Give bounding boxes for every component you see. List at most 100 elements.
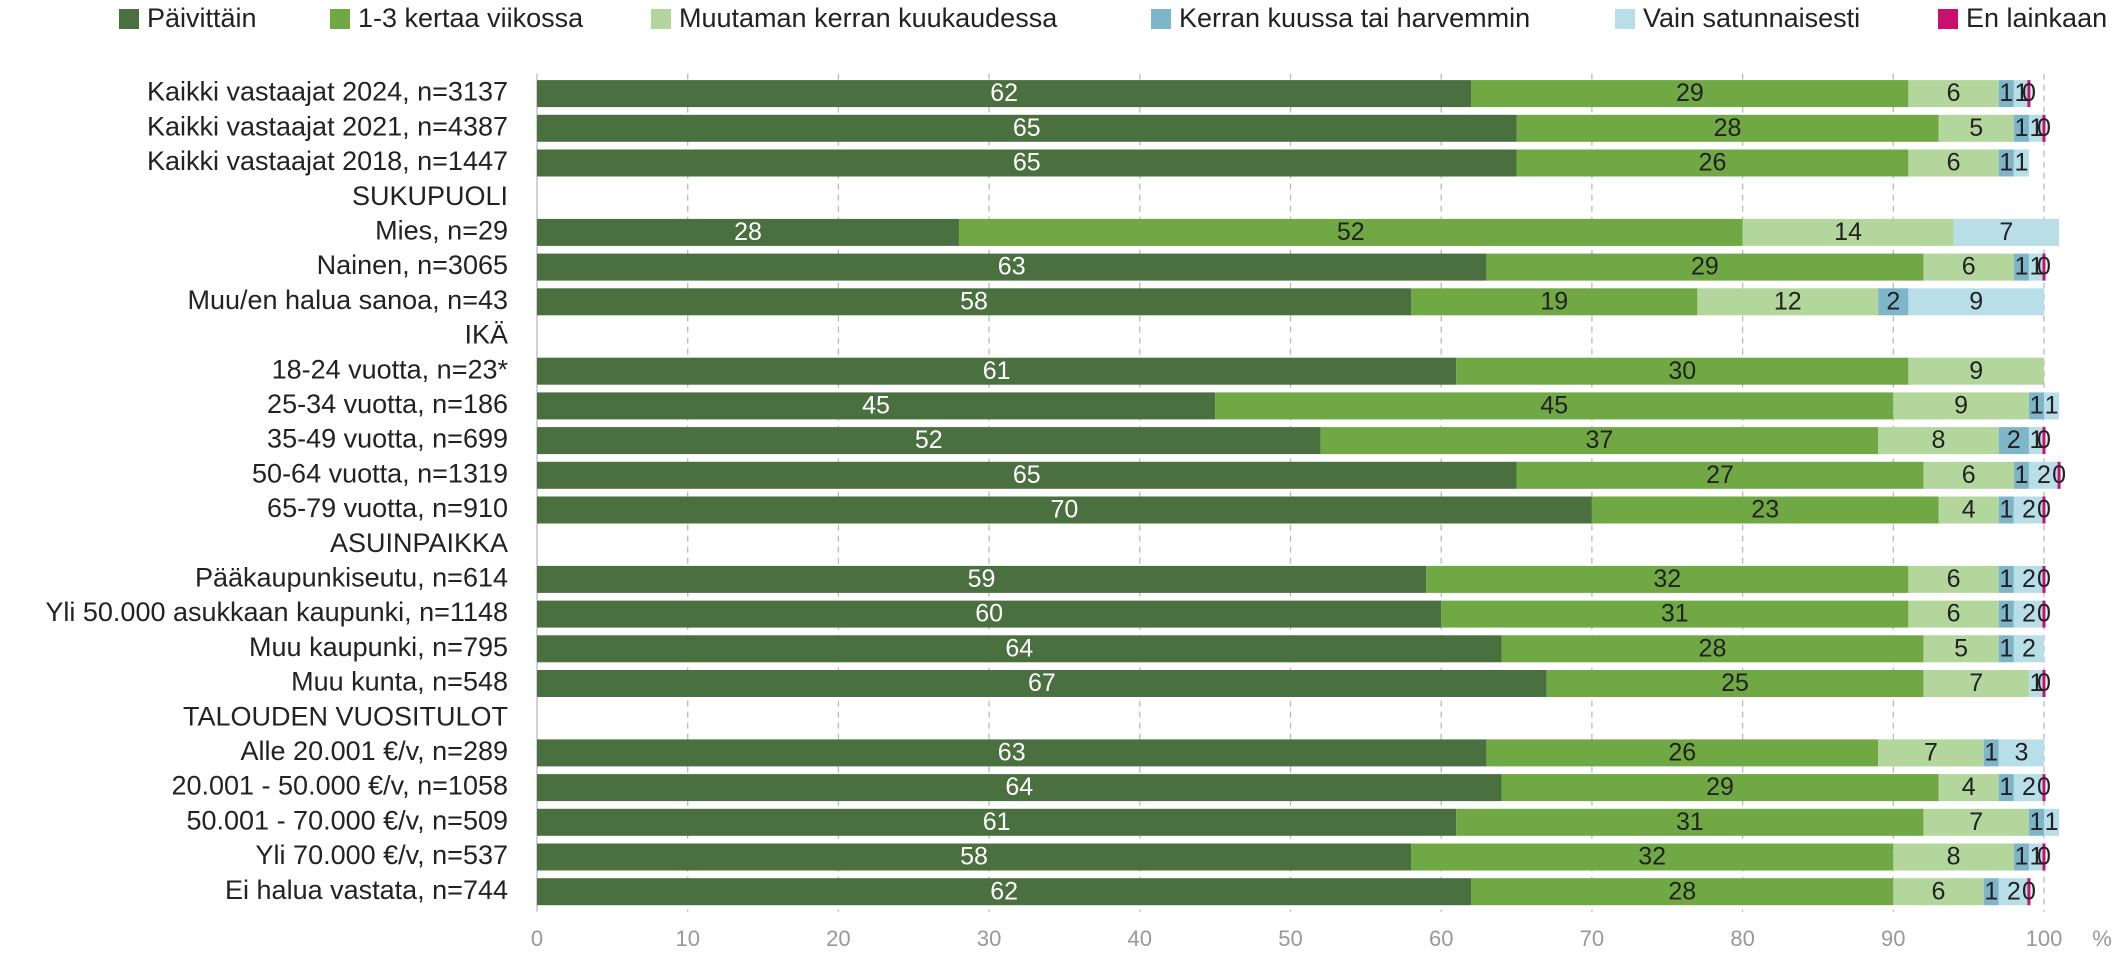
bar-segment <box>1893 843 2014 871</box>
bar-segment <box>1998 80 2014 108</box>
data-label: 52 <box>915 426 943 454</box>
bar-segment <box>537 843 1412 871</box>
bar-segment <box>2042 427 2046 455</box>
bar-segment <box>1320 427 1879 455</box>
data-label: 1 <box>2014 461 2028 489</box>
data-label: 1 <box>1999 79 2013 107</box>
bar-segment <box>1998 565 2014 593</box>
data-label: 29 <box>1706 773 1734 801</box>
data-label: 12 <box>1774 287 1802 315</box>
data-label: 32 <box>1653 565 1681 593</box>
data-label: 0 <box>2052 461 2066 489</box>
bar-segment <box>2027 80 2031 108</box>
bar-segment <box>1486 253 1924 281</box>
category-label: 18-24 vuotta, n=23* <box>272 354 509 384</box>
data-label: 7 <box>1969 669 1983 697</box>
legend-swatch <box>330 9 350 29</box>
bar-segment <box>537 461 1517 489</box>
data-label: 1 <box>2045 392 2059 420</box>
legend-swatch <box>1938 9 1958 29</box>
category-label: Alle 20.001 €/v, n=289 <box>241 736 508 766</box>
legend-swatch <box>651 9 671 29</box>
category-label: 20.001 - 50.000 €/v, n=1058 <box>171 771 508 801</box>
data-label: 6 <box>1947 565 1961 593</box>
bar-segment <box>2028 808 2044 836</box>
data-label: 0 <box>2037 496 2051 524</box>
bar-segment <box>1516 149 1909 177</box>
bar-segment <box>2028 253 2044 281</box>
category-label: Muu kunta, n=548 <box>291 667 508 697</box>
bar-segment <box>1953 218 2060 246</box>
data-label: 14 <box>1834 218 1862 246</box>
category-label: ASUINPAIKKA <box>330 528 508 558</box>
bar-segment <box>1516 114 1939 142</box>
category-label: 65-79 vuotta, n=910 <box>267 493 508 523</box>
bar-segment <box>2013 635 2044 663</box>
category-label: Pääkaupunkiseutu, n=614 <box>195 563 508 593</box>
data-label: 1 <box>1999 565 2013 593</box>
data-label: 1 <box>1999 600 2013 628</box>
bar-segment <box>1516 461 1924 489</box>
bar-segment <box>2013 149 2029 177</box>
data-label: 1 <box>2014 79 2028 107</box>
bar-segment <box>1441 600 1909 628</box>
legend-label: 1-3 kertaa viikossa <box>358 3 584 33</box>
bar-segment <box>1456 808 1924 836</box>
data-label: 63 <box>998 739 1026 767</box>
bar-segment <box>537 253 1487 281</box>
bar-segment <box>1923 635 1999 663</box>
bar-segment <box>537 600 1442 628</box>
x-tick-label: 80 <box>1730 926 1754 951</box>
bar-segment <box>1923 670 2029 697</box>
data-label: 45 <box>1540 392 1568 420</box>
bar-segment <box>2057 461 2061 489</box>
bar-segment <box>1923 253 2014 281</box>
data-label: 6 <box>1962 461 1976 489</box>
data-label: 63 <box>998 253 1026 281</box>
x-tick-label: 0 <box>531 926 543 951</box>
bar-segment <box>1501 635 1924 663</box>
bar-segment <box>537 774 1502 802</box>
data-label: 70 <box>1051 496 1079 524</box>
legend-label: Muutaman kerran kuukaudessa <box>679 3 1058 33</box>
data-label: 61 <box>983 357 1011 385</box>
data-label: 2 <box>1886 287 1900 315</box>
data-label: 58 <box>960 843 988 871</box>
data-label: 1 <box>2030 669 2044 697</box>
bar-segment <box>1501 774 1939 802</box>
category-label: TALOUDEN VUOSITULOT <box>183 701 508 731</box>
bar-segment <box>1998 878 2029 906</box>
bar-segment <box>1215 392 1894 420</box>
data-label: 59 <box>968 565 996 593</box>
category-label: IKÄ <box>464 320 508 350</box>
bar-segment <box>1893 878 1984 906</box>
data-label: 52 <box>1337 218 1365 246</box>
bar-segment <box>537 739 1487 767</box>
legend-swatch <box>119 9 139 29</box>
bar-segment <box>1908 149 1999 177</box>
bar-segment <box>537 496 1592 524</box>
bar-segment <box>537 357 1457 385</box>
bar-segment <box>537 878 1472 906</box>
data-label: 7 <box>1999 218 2013 246</box>
x-tick-label: 50 <box>1278 926 1302 951</box>
data-label: 6 <box>1947 600 1961 628</box>
bar-segment <box>2028 392 2044 420</box>
data-label: 7 <box>1969 808 1983 836</box>
bar-segment <box>2042 600 2046 628</box>
data-label: 28 <box>734 218 762 246</box>
data-label: 1 <box>2030 808 2044 836</box>
bar-segment <box>2028 461 2060 489</box>
data-label: 2 <box>2007 426 2021 454</box>
bar-segment <box>1908 288 2044 316</box>
category-label: Nainen, n=3065 <box>317 250 508 280</box>
data-label: 32 <box>1638 843 1666 871</box>
data-label: 2 <box>2022 496 2036 524</box>
data-label: 1 <box>1984 739 1998 767</box>
x-tick-label: 10 <box>675 926 699 951</box>
data-label: 0 <box>2037 669 2051 697</box>
x-tick-label: 100 <box>2026 926 2063 951</box>
bar-segment <box>1908 357 2044 385</box>
data-label: 1 <box>2030 426 2044 454</box>
data-label: 1 <box>2030 114 2044 142</box>
